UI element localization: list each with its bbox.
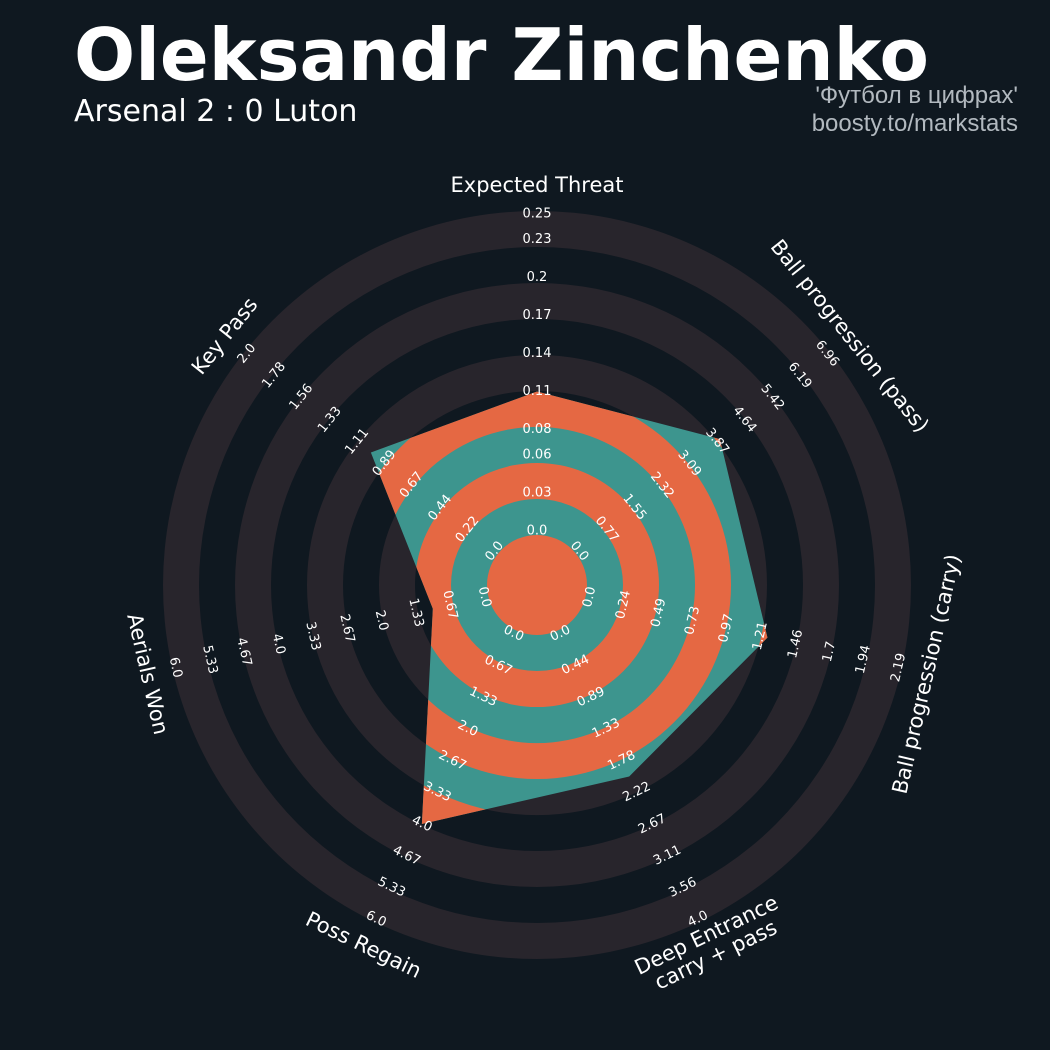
tick-label: 1.94 xyxy=(853,644,874,676)
param-label: Expected Threat xyxy=(450,173,624,197)
tick-label: 0.67 xyxy=(439,589,460,621)
tick-label: 0.0 xyxy=(475,585,494,609)
tick-label: 5.33 xyxy=(199,644,220,676)
tick-label: 4.0 xyxy=(269,632,288,656)
tick-label: 1.33 xyxy=(405,597,426,629)
tick-label: 0.2 xyxy=(527,270,548,285)
credit: 'Футбол в цифрах' xyxy=(815,82,1018,109)
tick-label: 0.49 xyxy=(648,597,669,629)
subtitle: Arsenal 2 : 0 Luton xyxy=(74,94,358,129)
polygon-rings xyxy=(370,391,768,825)
tick-label: 0.14 xyxy=(523,346,552,361)
tick-label: 0.11 xyxy=(523,384,552,399)
tick-label: 0.0 xyxy=(527,524,548,539)
tick-label: 0.24 xyxy=(613,589,634,621)
tick-label: 1.21 xyxy=(750,620,771,652)
tick-label: 0.08 xyxy=(523,422,552,437)
credit: boosty.to/markstats xyxy=(811,110,1018,137)
tick-label: 0.25 xyxy=(523,207,552,222)
tick-label: 2.0 xyxy=(372,609,391,633)
tick-label: 0.23 xyxy=(523,232,552,247)
tick-label: 2.67 xyxy=(336,613,357,645)
tick-label: 6.0 xyxy=(166,656,185,680)
tick-label: 0.97 xyxy=(716,612,737,644)
tick-label: 1.7 xyxy=(820,640,839,664)
tick-label: 0.17 xyxy=(523,308,552,323)
tick-label: 3.33 xyxy=(302,620,323,652)
polygon-inner xyxy=(487,535,587,635)
tick-label: 0.0 xyxy=(580,585,599,609)
title: Oleksandr Zinchenko xyxy=(74,13,929,97)
tick-label: 2.19 xyxy=(888,652,909,684)
tick-label: 1.46 xyxy=(785,628,806,660)
tick-label: 0.06 xyxy=(523,447,552,462)
polygon-ring xyxy=(414,462,660,708)
tick-label: 0.03 xyxy=(523,485,552,500)
tick-label: 4.67 xyxy=(233,636,254,668)
tick-label: 0.73 xyxy=(682,605,703,637)
